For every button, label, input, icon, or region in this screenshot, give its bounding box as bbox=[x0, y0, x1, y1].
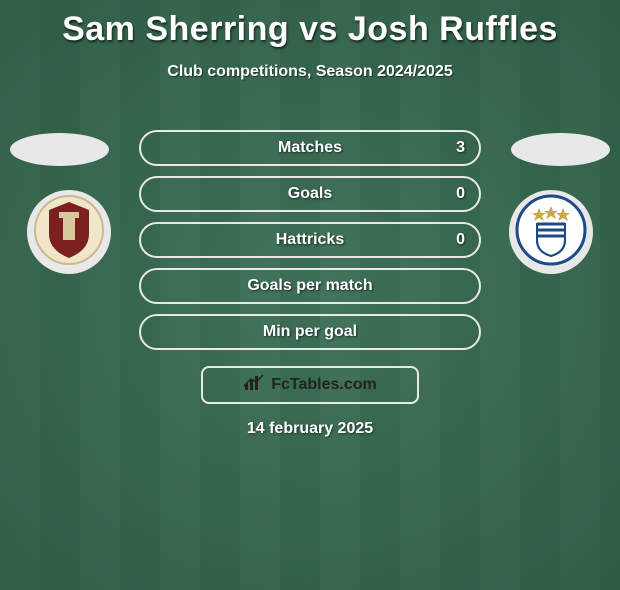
stat-label: Min per goal bbox=[263, 323, 357, 341]
team-badge-right bbox=[509, 190, 593, 274]
stat-label: Goals bbox=[288, 185, 332, 203]
date-text: 14 february 2025 bbox=[0, 420, 620, 438]
player-left-oval bbox=[10, 133, 109, 166]
stat-row-min-per-goal: Min per goal bbox=[139, 314, 481, 350]
crest-left-icon bbox=[33, 194, 105, 271]
team-badge-left bbox=[27, 190, 111, 274]
stat-value-right: 3 bbox=[456, 139, 465, 157]
stats-list: Matches 3 Goals 0 Hattricks 0 Goals per … bbox=[139, 130, 481, 350]
stat-label: Matches bbox=[278, 139, 342, 157]
stat-label: Hattricks bbox=[276, 231, 344, 249]
player-right-oval bbox=[511, 133, 610, 166]
crest-right-icon bbox=[515, 194, 587, 271]
stat-row-goals-per-match: Goals per match bbox=[139, 268, 481, 304]
stat-value-right: 0 bbox=[456, 231, 465, 249]
brand-chart-icon bbox=[243, 374, 265, 397]
subtitle: Club competitions, Season 2024/2025 bbox=[0, 63, 620, 81]
brand-pill: FcTables.com bbox=[201, 366, 419, 404]
stat-label: Goals per match bbox=[247, 277, 372, 295]
stat-value-right: 0 bbox=[456, 185, 465, 203]
stat-row-matches: Matches 3 bbox=[139, 130, 481, 166]
stat-row-hattricks: Hattricks 0 bbox=[139, 222, 481, 258]
page-title: Sam Sherring vs Josh Ruffles bbox=[0, 10, 620, 49]
brand-text: FcTables.com bbox=[271, 376, 377, 394]
stat-row-goals: Goals 0 bbox=[139, 176, 481, 212]
